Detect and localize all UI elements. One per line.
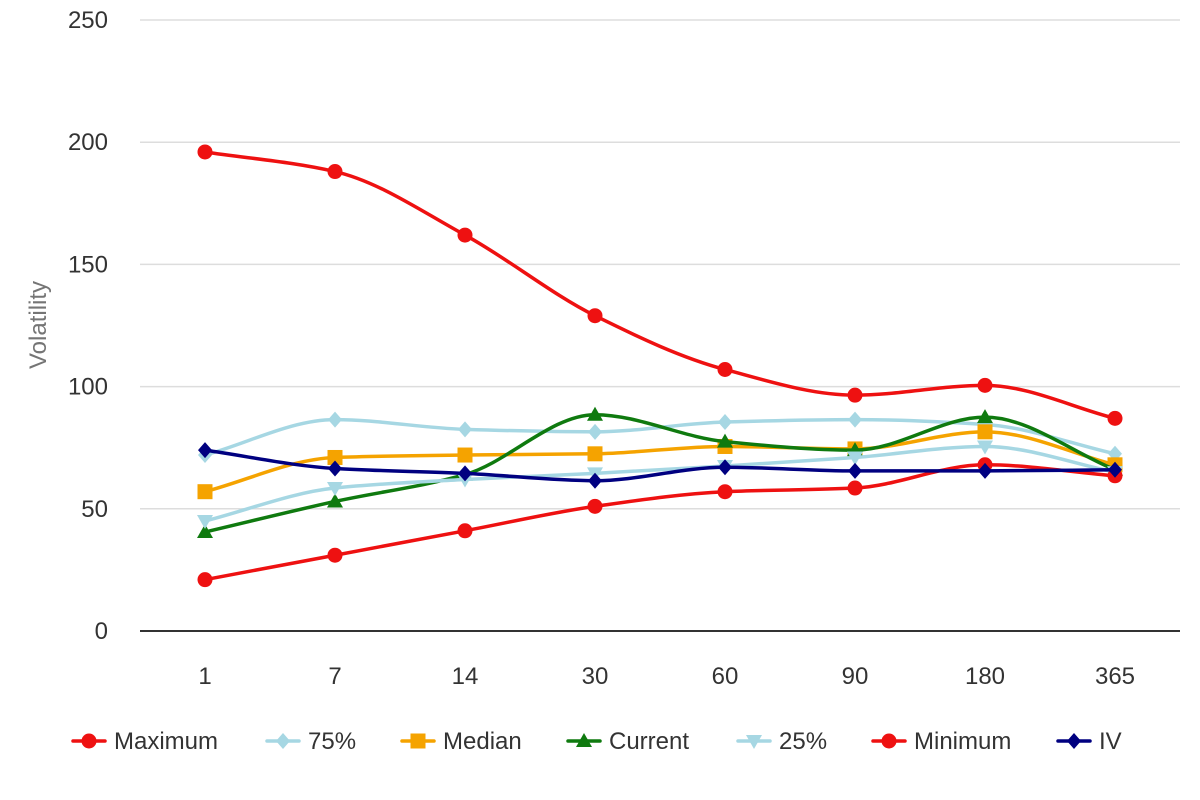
y-tick-label: 250 (68, 7, 108, 34)
data-point-minimum (327, 547, 343, 563)
series-line-iv (203, 448, 1117, 483)
data-point-25pct (197, 515, 213, 530)
legend-item-minimum: Minimum (871, 728, 1011, 755)
data-point-maximum (587, 308, 603, 324)
legend-item-maximum: Maximum (71, 728, 218, 755)
data-point-current (977, 409, 993, 424)
data-point-minimum (197, 572, 213, 588)
data-point-current (587, 406, 603, 421)
data-point-maximum (1107, 410, 1123, 426)
data-point-iv (458, 465, 472, 482)
data-point-minimum (717, 484, 733, 500)
legend-marker-median (410, 733, 426, 749)
legend-marker-minimum (881, 733, 897, 749)
data-point-maximum (197, 144, 213, 160)
x-tick-label: 180 (965, 663, 1005, 690)
legend-item-median: Median (400, 728, 522, 755)
legend: Maximum 75% Median Current 25% Minimum IV (71, 728, 1122, 755)
series-maximum (197, 144, 1123, 426)
legend-item-75pct: 75% (265, 728, 356, 755)
legend-marker-maximum (81, 733, 97, 749)
data-point-median (327, 449, 343, 465)
series-line-median (203, 430, 1117, 494)
data-point-maximum (717, 361, 733, 377)
series-line-25pct (203, 444, 1117, 523)
legend-label: 75% (308, 728, 356, 755)
x-tick-label: 30 (582, 663, 609, 690)
data-point-iv (328, 460, 342, 477)
series-line-current (203, 412, 1117, 534)
x-tick-label: 60 (712, 663, 739, 690)
legend-label: Maximum (114, 728, 218, 755)
x-tick-label: 365 (1095, 663, 1135, 690)
legend-item-25pct: 25% (736, 728, 827, 755)
data-point-maximum (847, 387, 863, 403)
y-tick-label: 100 (68, 374, 108, 401)
legend-item-current: Current (566, 728, 689, 755)
data-point-current (327, 493, 343, 508)
data-point-median (587, 446, 603, 462)
legend-marker-75pct (276, 733, 290, 749)
series-line-minimum (203, 463, 1117, 582)
data-point-median (977, 424, 993, 440)
y-axis-ticks: 0 50 100 150 200 250 (68, 7, 108, 645)
data-point-75pct (328, 411, 342, 428)
legend-marker-current (576, 733, 592, 747)
x-axis-ticks: 1 7 14 30 60 90 180 365 (198, 663, 1135, 690)
data-point-iv (198, 442, 212, 459)
y-axis-label: Volatility (25, 281, 52, 369)
legend-item-iv: IV (1056, 728, 1122, 755)
y-tick-label: 50 (81, 496, 108, 523)
series-line-maximum (203, 150, 1117, 421)
data-point-25pct (977, 440, 993, 455)
data-point-iv (718, 459, 732, 476)
legend-label: 25% (779, 728, 827, 755)
data-point-75pct (458, 421, 472, 438)
data-point-75pct (848, 411, 862, 428)
data-point-median (457, 447, 473, 463)
data-point-median (197, 484, 213, 500)
series-iv (198, 442, 1122, 489)
data-point-iv (1108, 461, 1122, 478)
x-tick-label: 7 (328, 663, 341, 690)
series-group (197, 144, 1123, 588)
legend-label: Current (609, 728, 689, 755)
data-point-25pct (847, 451, 863, 466)
data-point-minimum (847, 480, 863, 496)
x-tick-label: 90 (842, 663, 869, 690)
data-point-current (717, 433, 733, 448)
data-point-maximum (327, 164, 343, 180)
data-point-current (197, 524, 213, 539)
legend-marker-25pct (746, 735, 762, 749)
data-point-iv (588, 472, 602, 489)
data-point-75pct (718, 414, 732, 431)
y-tick-label: 150 (68, 251, 108, 278)
data-point-25pct (327, 482, 343, 497)
data-point-maximum (977, 377, 993, 393)
legend-label: IV (1099, 728, 1122, 755)
y-tick-label: 200 (68, 129, 108, 156)
data-point-iv (978, 462, 992, 479)
data-point-maximum (457, 227, 473, 243)
legend-label: Median (443, 728, 522, 755)
data-point-75pct (588, 423, 602, 440)
x-tick-label: 1 (198, 663, 211, 690)
y-tick-label: 0 (95, 618, 108, 645)
x-tick-label: 14 (452, 663, 479, 690)
legend-marker-iv (1067, 733, 1081, 749)
legend-label: Minimum (914, 728, 1011, 755)
data-point-minimum (457, 523, 473, 539)
data-point-iv (848, 462, 862, 479)
data-point-minimum (587, 498, 603, 514)
